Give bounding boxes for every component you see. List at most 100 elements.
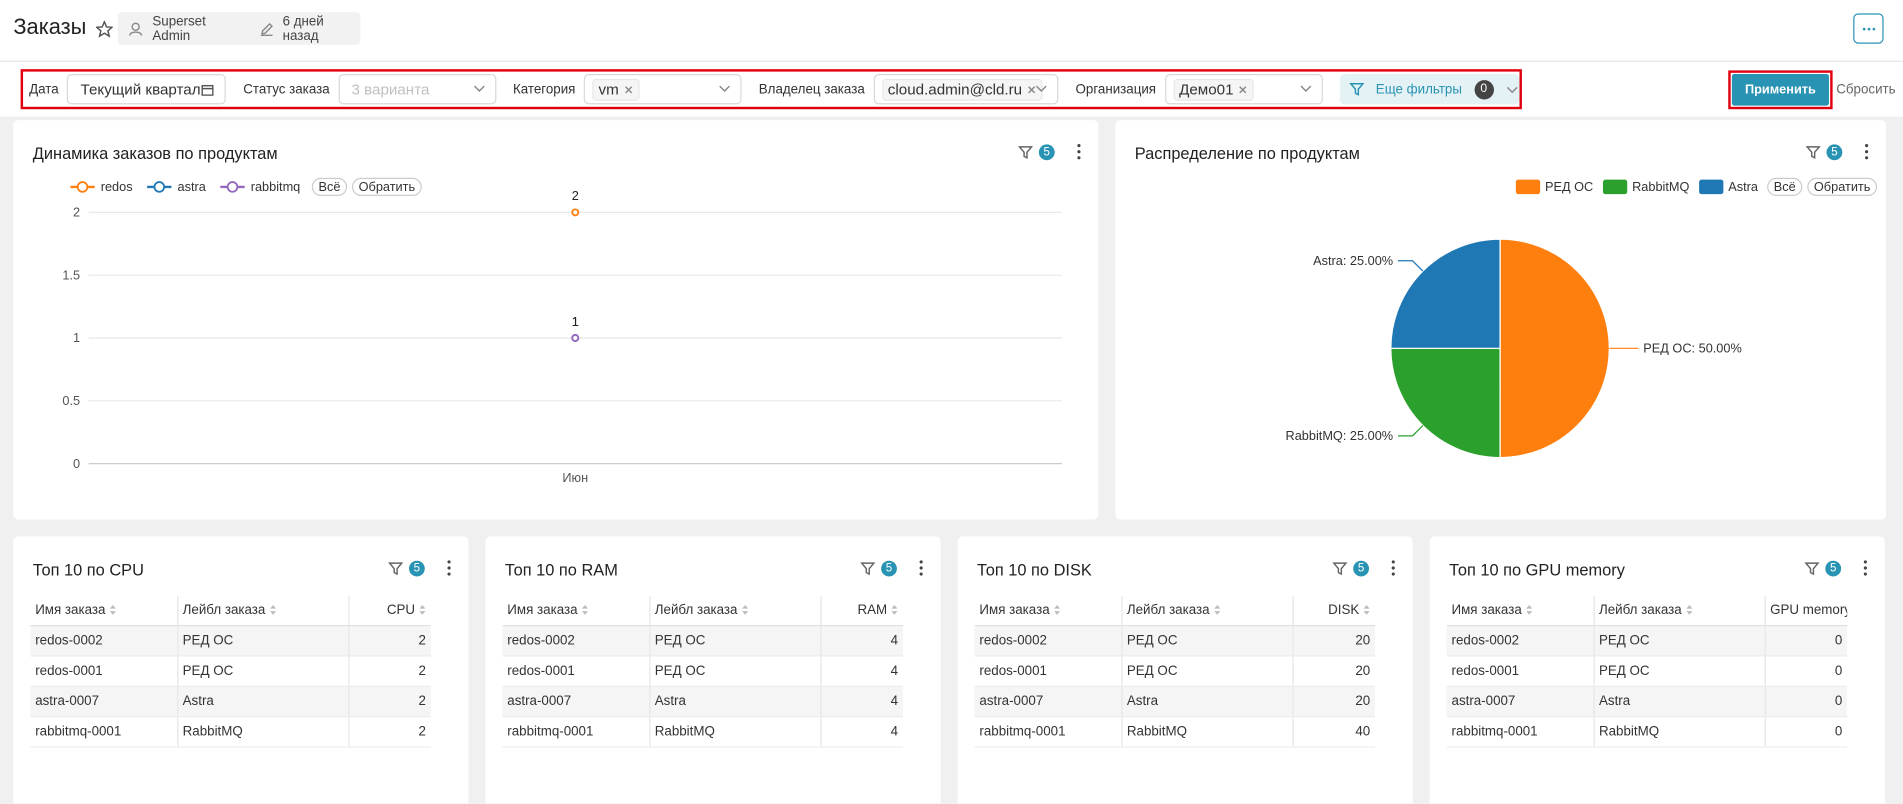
filter-select[interactable]: 3 варианта [338, 74, 497, 105]
sort-icon [109, 605, 116, 615]
modified: 6 дней назад [282, 13, 324, 44]
table-cell: redos-0001 [30, 655, 178, 687]
column-label: RAM [857, 603, 888, 618]
table-row: rabbitmq-0001 RabbitMQ 4 [502, 716, 903, 748]
calendar-icon [201, 84, 215, 96]
header-row: Имя заказа Лейбл заказа RAM [502, 595, 903, 627]
apply-button[interactable]: Применить [1731, 74, 1829, 106]
menu-icon-part [1077, 156, 1081, 160]
table-cell: rabbitmq-0001 [502, 716, 650, 748]
legend-button[interactable] [1767, 177, 1803, 197]
table-cell: redos-0002 [30, 625, 178, 657]
column-label: Имя заказа [507, 603, 578, 618]
filter-tag: vm [592, 78, 640, 101]
filter-icon-part [1349, 83, 1364, 96]
sort-icon [1213, 605, 1220, 615]
chevron-part [1036, 85, 1047, 93]
menu-icon [1391, 560, 1395, 576]
table-body: redos-0002 РЕД ОС 4 redos-0001 РЕД ОС 4 astra-… [502, 625, 903, 748]
filter-select[interactable]: vm [583, 74, 742, 105]
data-table: Имя заказа Лейбл заказа CPU redos-0002 РЕД О… [30, 595, 431, 748]
edit-icon-part [261, 22, 274, 35]
legend-button[interactable] [1807, 177, 1878, 197]
sort-icon-part [581, 611, 588, 615]
dots-icon-part [1867, 27, 1870, 30]
data-label: 2 [572, 188, 579, 203]
legend-label: РЕД ОС [1545, 179, 1593, 194]
column-header[interactable]: GPU memory [1764, 595, 1848, 627]
filter-select[interactable]: cloud.admin@cld.ru [873, 74, 1059, 105]
x-tick-label: Июн [562, 470, 588, 485]
column-header[interactable]: Имя заказа [974, 595, 1122, 627]
table-cell: rabbitmq-0001 [974, 716, 1122, 748]
panel: Топ 10 по GPU memory 5 Имя заказа Лейбл зак… [1429, 536, 1885, 804]
menu-icon [919, 560, 923, 576]
column-header[interactable]: Лейбл заказа [1120, 595, 1293, 627]
data-table: Имя заказа Лейбл заказа DISK redos-0002 РЕД … [974, 595, 1376, 748]
column-label: DISK [1328, 603, 1360, 618]
column-header[interactable]: Имя заказа [1446, 595, 1594, 627]
chart-svg: 0 0.5 1 1.5 2 Июн redos astra rabbitmq Всё Обратит… [62, 177, 1062, 485]
more-button[interactable] [1853, 13, 1884, 44]
column-header[interactable]: Лейбл заказа [176, 595, 349, 627]
chevron-part [719, 85, 731, 93]
reset-button[interactable]: Сбросить [1836, 82, 1896, 98]
menu-icon-part [447, 560, 451, 564]
column-header[interactable]: Имя заказа [502, 595, 650, 627]
table-row: redos-0002 РЕД ОС 2 [30, 625, 431, 657]
menu-icon-part [1391, 560, 1395, 564]
table-cell: redos-0001 [974, 655, 1122, 687]
menu-icon [1863, 560, 1867, 576]
column-header[interactable]: Лейбл заказа [648, 595, 821, 627]
table-cell: RabbitMQ [648, 716, 821, 748]
filter-label: Организация [1075, 81, 1157, 97]
apply-outline: Применить [1728, 70, 1833, 110]
filter-select[interactable]: Текущий квартал [67, 74, 227, 105]
slice-label: Astra: 25.00% [1313, 253, 1393, 268]
filter-count: 5 [1826, 143, 1843, 160]
legend-symbol [226, 181, 239, 193]
more-filters-count: 0 [1474, 79, 1494, 99]
y-tick-label: 0 [73, 456, 80, 471]
table-body: redos-0002 РЕД ОС 20 redos-0001 РЕД ОС 20 astr… [974, 625, 1376, 748]
more-filters-label: Еще фильтры [1375, 81, 1462, 97]
chevron-part [1506, 86, 1518, 93]
column-label: Имя заказа [1451, 603, 1522, 618]
menu-icon-part [1865, 150, 1869, 154]
column-header[interactable]: Лейбл заказа [1592, 595, 1765, 627]
panel-icons: 5 [1804, 559, 1868, 576]
sort-icon-part [1525, 611, 1533, 615]
filter-icon-part [388, 561, 403, 575]
table-cell: 2 [347, 655, 431, 687]
column-header[interactable]: RAM [819, 595, 903, 627]
sort-icon-part [741, 605, 748, 609]
menu-icon-part [447, 566, 451, 570]
y-tick-label: 1.5 [62, 267, 80, 282]
table-cell: 40 [1291, 716, 1376, 748]
filter-select[interactable]: Демо01 [1164, 74, 1323, 105]
data-point [571, 334, 580, 342]
column-header[interactable]: DISK [1291, 595, 1376, 627]
table-cell: 4 [819, 655, 903, 687]
more-filters-button[interactable]: Еще фильтры 0 [1339, 74, 1520, 105]
table-head: Имя заказа Лейбл заказа DISK [974, 595, 1376, 627]
sort-icon-part [741, 611, 748, 615]
sort-icon [1685, 605, 1692, 615]
table-cell: Astra [176, 686, 349, 718]
table-cell: Astra [1120, 686, 1293, 718]
remove-icon [1028, 85, 1036, 93]
remove-icon-part [624, 85, 632, 93]
legend-button[interactable] [311, 177, 348, 197]
legend-button[interactable] [351, 177, 422, 197]
filter-icon [1349, 83, 1364, 96]
column-header[interactable]: CPU [347, 595, 431, 627]
panel-title: Топ 10 по GPU memory [1449, 560, 1625, 579]
column-label: Лейбл заказа [654, 603, 738, 618]
sort-icon-part [891, 611, 898, 615]
tag-text: Демо01 [1179, 80, 1234, 98]
table-cell: redos-0001 [1446, 655, 1594, 687]
table-row: astra-0007 Astra 2 [30, 686, 431, 718]
column-header[interactable]: Имя заказа [30, 595, 178, 627]
table-body: redos-0002 РЕД ОС 0 redos-0001 РЕД ОС 0 astra-… [1446, 625, 1848, 748]
table-row: redos-0002 РЕД ОС 0 [1446, 625, 1848, 657]
